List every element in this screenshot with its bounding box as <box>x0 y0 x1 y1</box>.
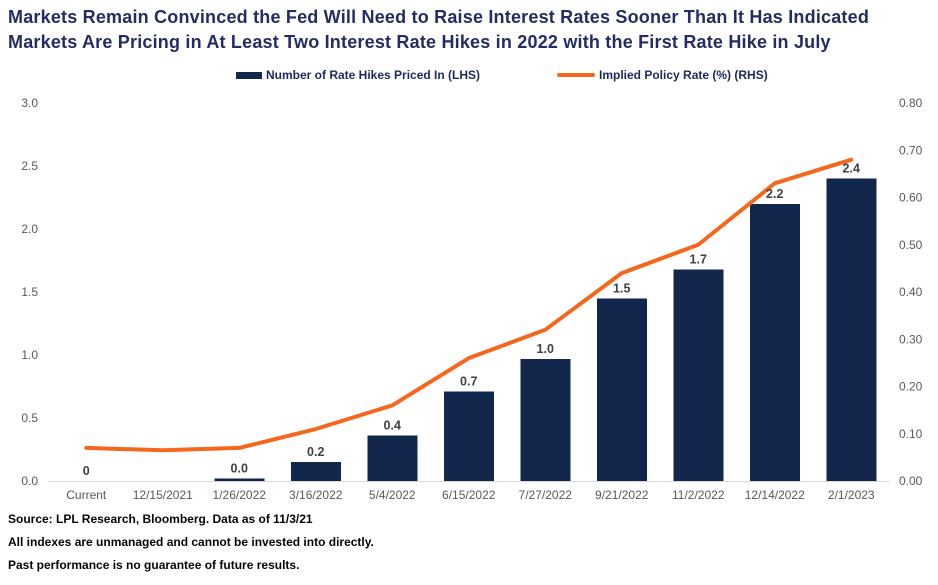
bar-value-label: 1.0 <box>537 342 554 356</box>
left-axis-tick-label: 2.0 <box>21 222 38 236</box>
bar-value-label: 1.7 <box>690 252 707 266</box>
x-axis-tick-label: 6/15/2022 <box>442 488 496 502</box>
disclaimer-indexes: All indexes are unmanaged and cannot be … <box>8 535 374 549</box>
bar <box>596 298 647 481</box>
bar <box>214 478 265 481</box>
bar <box>443 391 494 481</box>
legend-label-bars: Number of Rate Hikes Priced In (LHS) <box>266 68 481 82</box>
chart-title-line1: Markets Remain Convinced the Fed Will Ne… <box>8 7 870 27</box>
source-note: Source: LPL Research, Bloomberg. Data as… <box>8 512 313 526</box>
right-axis-tick-label: 0.20 <box>899 380 923 394</box>
x-axis-tick-label: 12/15/2021 <box>133 488 193 502</box>
x-axis-tick-label: 5/4/2022 <box>369 488 416 502</box>
disclaimer-performance: Past performance is no guarantee of futu… <box>8 558 300 572</box>
bar-value-label: 2.2 <box>766 187 783 201</box>
bar-value-label: 0.2 <box>307 445 324 459</box>
x-axis-tick-label: 7/27/2022 <box>519 488 573 502</box>
bar-value-label: 0.0 <box>231 461 248 475</box>
legend-label-line: Implied Policy Rate (%) (RHS) <box>599 68 768 82</box>
bar <box>520 358 571 481</box>
implied-policy-rate-line <box>84 157 854 453</box>
right-axis-tick-label: 0.80 <box>899 96 923 110</box>
right-axis-tick-label: 0.10 <box>899 427 923 441</box>
bar-value-label: 0.4 <box>384 419 401 433</box>
x-axis-tick-label: 2/1/2023 <box>828 488 875 502</box>
bar <box>673 269 724 481</box>
right-axis-tick-label: 0.40 <box>899 285 923 299</box>
x-axis-tick-label: 1/26/2022 <box>213 488 267 502</box>
x-axis-tick-label: 11/2/2022 <box>672 488 725 502</box>
chart-footer: Source: LPL Research, Bloomberg. Data as… <box>8 508 374 577</box>
legend-item-bars: Number of Rate Hikes Priced In (LHS) <box>236 66 480 84</box>
bar-value-label: 0 <box>83 464 90 478</box>
left-axis-tick-label: 1.5 <box>21 285 38 299</box>
left-axis-tick-label: 1.0 <box>21 348 38 362</box>
x-axis-tick-label: 3/16/2022 <box>289 488 343 502</box>
right-axis-tick-label: 0.70 <box>899 143 923 157</box>
x-axis-tick-label: 12/14/2022 <box>745 488 805 502</box>
bar-series-swatch <box>236 71 262 79</box>
chart-title: Markets Remain Convinced the Fed Will Ne… <box>8 5 934 55</box>
bar-value-label: 2.4 <box>843 162 860 176</box>
right-axis-tick-label: 0.60 <box>899 191 923 205</box>
right-axis-tick-label: 0.00 <box>899 474 923 488</box>
bar <box>367 435 418 481</box>
left-axis-tick-label: 2.5 <box>21 159 38 173</box>
left-axis-tick-label: 3.0 <box>21 96 38 110</box>
left-axis-tick-label: 0.5 <box>21 411 38 425</box>
legend-item-line: Implied Policy Rate (%) (RHS) <box>557 66 768 84</box>
x-axis-tick-label: Current <box>66 488 107 502</box>
chart-title-line2: Markets Are Pricing in At Least Two Inte… <box>8 32 831 52</box>
bar <box>290 462 341 481</box>
line-series-swatch <box>557 73 595 77</box>
left-axis-tick-label: 0.0 <box>21 474 38 488</box>
right-axis-tick-label: 0.50 <box>899 238 923 252</box>
bar <box>826 178 877 481</box>
bar-value-label: 0.7 <box>460 375 477 389</box>
bar <box>749 203 800 482</box>
right-axis-tick-label: 0.30 <box>899 332 923 346</box>
bar-value-label: 1.5 <box>613 281 630 295</box>
x-axis-tick-label: 9/21/2022 <box>595 488 649 502</box>
